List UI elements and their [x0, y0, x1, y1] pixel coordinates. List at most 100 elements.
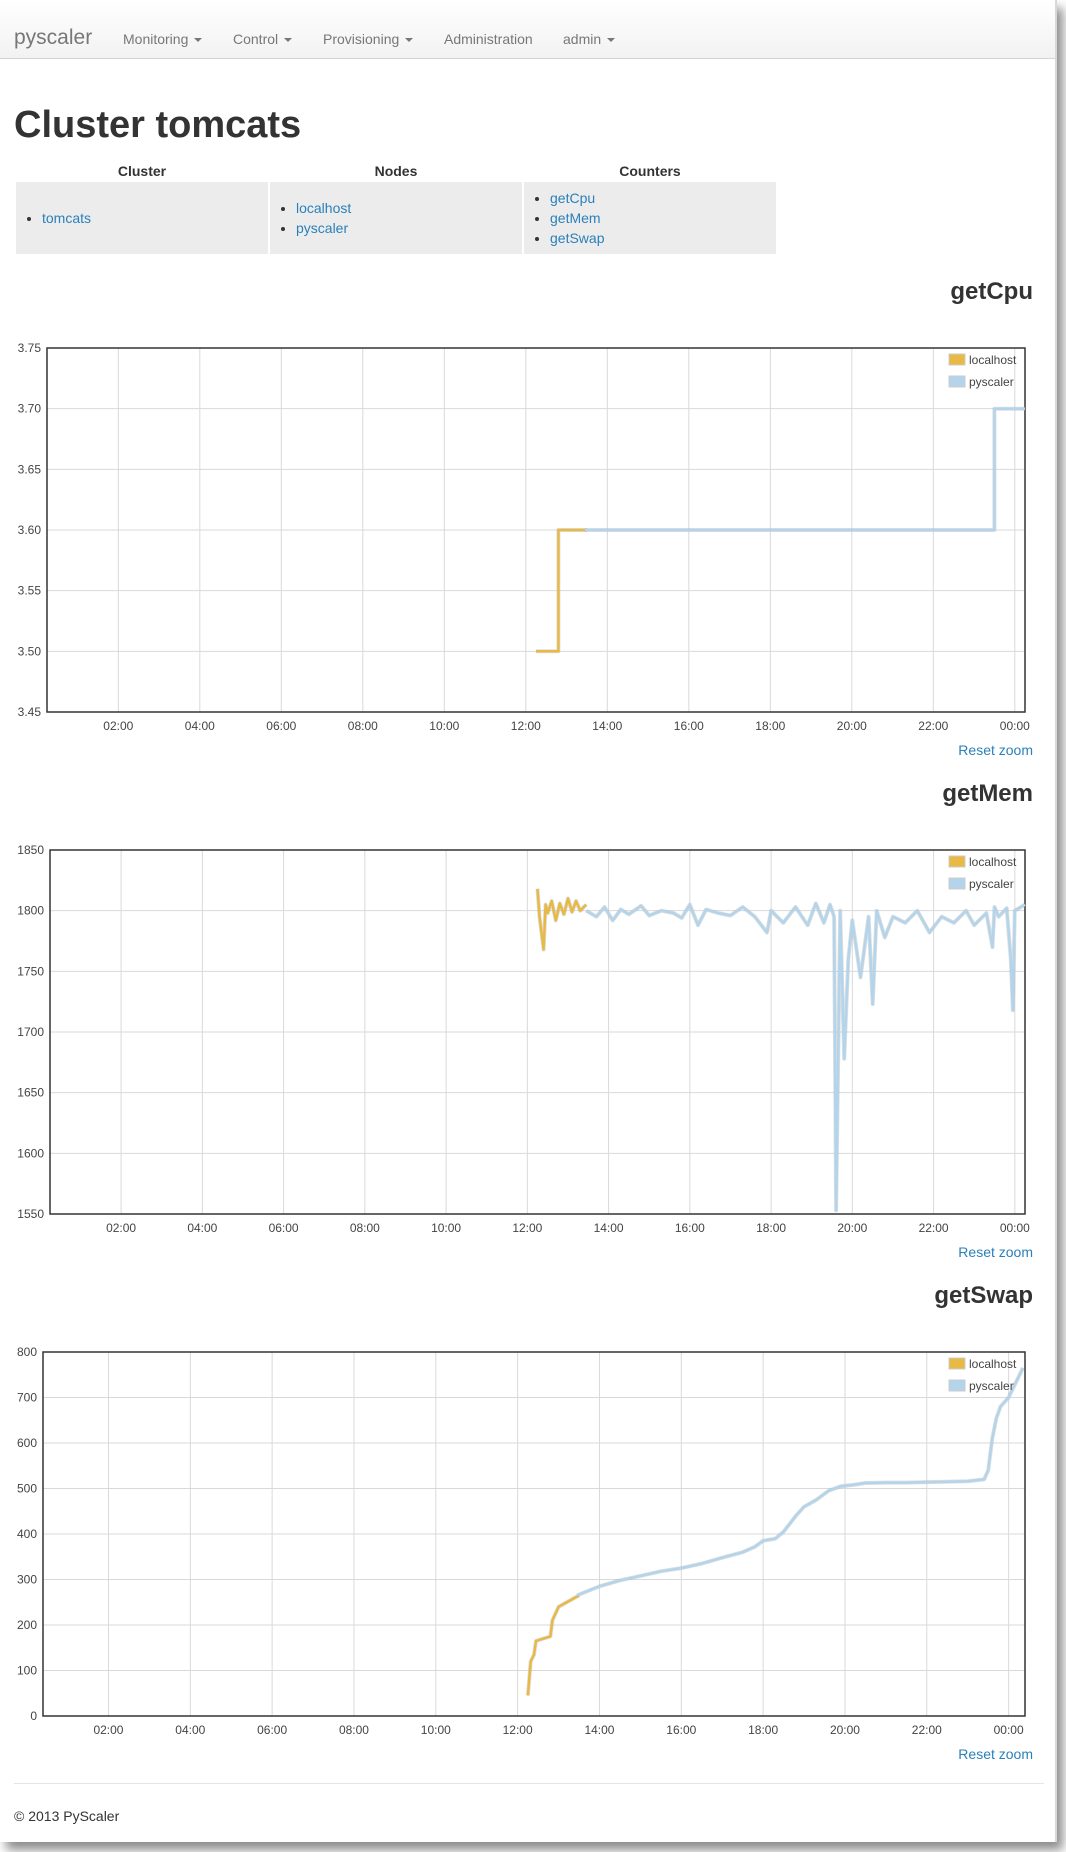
nav-control-label: Control	[233, 31, 279, 47]
x-tick-label: 02:00	[93, 1723, 123, 1734]
x-tick-label: 22:00	[918, 719, 948, 730]
y-tick-label: 500	[17, 1482, 37, 1496]
x-tick-label: 22:00	[919, 1221, 949, 1232]
y-tick-label: 700	[17, 1391, 37, 1405]
nodes-list: localhost pyscaler	[270, 198, 522, 238]
legend-swatch-pyscaler	[948, 1379, 966, 1392]
x-tick-label: 16:00	[674, 719, 704, 730]
x-tick-label: 00:00	[1000, 719, 1030, 730]
cluster-link-tomcats[interactable]: tomcats	[42, 210, 92, 226]
y-tick-label: 0	[30, 1709, 37, 1723]
counters-list: getCpu getMem getSwap	[524, 188, 776, 248]
legend-label-localhost: localhost	[969, 353, 1017, 367]
x-tick-label: 16:00	[666, 1723, 696, 1734]
page-title: Cluster tomcats	[14, 104, 302, 146]
series-line-shadow	[585, 901, 1027, 1213]
y-tick-label: 300	[17, 1573, 37, 1587]
x-tick-label: 18:00	[748, 1723, 778, 1734]
y-tick-label: 1650	[17, 1086, 44, 1100]
caret-down-icon	[405, 38, 414, 43]
nav-monitoring[interactable]: Monitoring	[123, 31, 203, 47]
cluster-list: tomcats	[16, 208, 268, 228]
list-item: pyscaler	[296, 218, 522, 238]
series-line-localhost	[526, 1594, 580, 1696]
chart-legend: localhost pyscaler	[948, 353, 1017, 389]
list-item: getSwap	[550, 228, 776, 248]
y-tick-label: 3.55	[18, 584, 42, 598]
nav-provisioning[interactable]: Provisioning	[323, 31, 414, 47]
x-tick-label: 20:00	[830, 1723, 860, 1734]
legend-label-pyscaler: pyscaler	[969, 1379, 1014, 1393]
column-header-nodes: Nodes	[374, 163, 418, 179]
y-tick-label: 1750	[17, 964, 44, 978]
x-tick-label: 18:00	[755, 719, 785, 730]
x-tick-label: 18:00	[756, 1221, 786, 1232]
chart-legend: localhost pyscaler	[948, 1357, 1017, 1393]
x-tick-label: 20:00	[837, 1221, 867, 1232]
getmem-chart[interactable]: 1550 1600 1650 1700 1750 1800 1850 02:00 04:00 06…	[0, 842, 1055, 1232]
nav-control[interactable]: Control	[233, 31, 293, 47]
caret-down-icon	[194, 38, 203, 43]
x-tick-label: 14:00	[592, 719, 622, 730]
x-tick-label: 06:00	[266, 719, 296, 730]
chart-heading-getmem: getMem	[942, 780, 1033, 807]
footer-divider	[14, 1783, 1044, 1784]
x-tick-label: 22:00	[912, 1723, 942, 1734]
getswap-chart[interactable]: 0 100 200 300 400 500 600 700 800 02:00 04:00 06:00…	[0, 1344, 1055, 1734]
legend-label-pyscaler: pyscaler	[969, 877, 1014, 891]
x-tick-label: 00:00	[1000, 1221, 1030, 1232]
x-tick-label: 02:00	[103, 719, 133, 730]
x-tick-label: 12:00	[511, 719, 541, 730]
nav-admin-user[interactable]: admin	[563, 31, 616, 47]
x-tick-label: 06:00	[257, 1723, 287, 1734]
y-tick-label: 1800	[17, 904, 44, 918]
plot-frame	[42, 1351, 1026, 1717]
nav-provisioning-label: Provisioning	[323, 31, 400, 47]
nav-admin-label: admin	[563, 31, 602, 47]
legend-swatch-pyscaler	[948, 877, 966, 890]
series-line-pyscaler	[585, 902, 1026, 1212]
y-tick-label: 3.60	[18, 523, 42, 537]
counter-link-getcpu[interactable]: getCpu	[550, 190, 596, 206]
x-tick-label: 08:00	[348, 719, 378, 730]
legend-label-localhost: localhost	[969, 855, 1017, 869]
series-line-pyscaler	[576, 1367, 1025, 1597]
x-tick-label: 14:00	[594, 1221, 624, 1232]
legend-swatch-localhost	[948, 855, 966, 868]
counter-link-getswap[interactable]: getSwap	[550, 230, 605, 246]
y-tick-label: 400	[17, 1527, 37, 1541]
x-tick-label: 04:00	[187, 1221, 217, 1232]
y-tick-label: 3.50	[18, 644, 42, 658]
nav-monitoring-label: Monitoring	[123, 31, 189, 47]
series-line-pyscaler	[584, 407, 1025, 532]
x-tick-label: 08:00	[339, 1723, 369, 1734]
x-tick-label: 20:00	[837, 719, 867, 730]
reset-zoom-button-getswap[interactable]: Reset zoom	[958, 1746, 1033, 1762]
counters-cell: getCpu getMem getSwap	[524, 182, 776, 254]
counter-link-getmem[interactable]: getMem	[550, 210, 601, 226]
x-tick-label: 14:00	[584, 1723, 614, 1734]
reset-zoom-button-getmem[interactable]: Reset zoom	[958, 1244, 1033, 1260]
y-tick-label: 600	[17, 1436, 37, 1450]
list-item: getCpu	[550, 188, 776, 208]
chart-legend: localhost pyscaler	[948, 855, 1017, 891]
plot-frame	[49, 849, 1026, 1215]
reset-zoom-button-getcpu[interactable]: Reset zoom	[958, 742, 1033, 758]
x-tick-label: 10:00	[421, 1723, 451, 1734]
getcpu-chart[interactable]: 3.45 3.50 3.55 3.60 3.65 3.70 3.75 02:00 04:00 06…	[0, 340, 1055, 730]
node-link-pyscaler[interactable]: pyscaler	[296, 220, 349, 236]
brand-logo[interactable]: pyscaler	[14, 26, 93, 49]
x-tick-label: 00:00	[994, 1723, 1024, 1734]
y-tick-label: 800	[17, 1345, 37, 1359]
x-tick-label: 02:00	[106, 1221, 136, 1232]
x-tick-label: 06:00	[269, 1221, 299, 1232]
series-line-localhost	[536, 888, 588, 951]
series-line-localhost	[536, 528, 587, 653]
y-tick-label: 1550	[17, 1207, 44, 1221]
nav-administration[interactable]: Administration	[444, 31, 533, 47]
y-tick-label: 200	[17, 1618, 37, 1632]
top-navbar: pyscaler Monitoring Control Provisioning…	[0, 0, 1055, 59]
legend-label-pyscaler: pyscaler	[969, 375, 1014, 389]
node-link-localhost[interactable]: localhost	[296, 200, 352, 216]
chart-heading-getswap: getSwap	[934, 1282, 1033, 1309]
